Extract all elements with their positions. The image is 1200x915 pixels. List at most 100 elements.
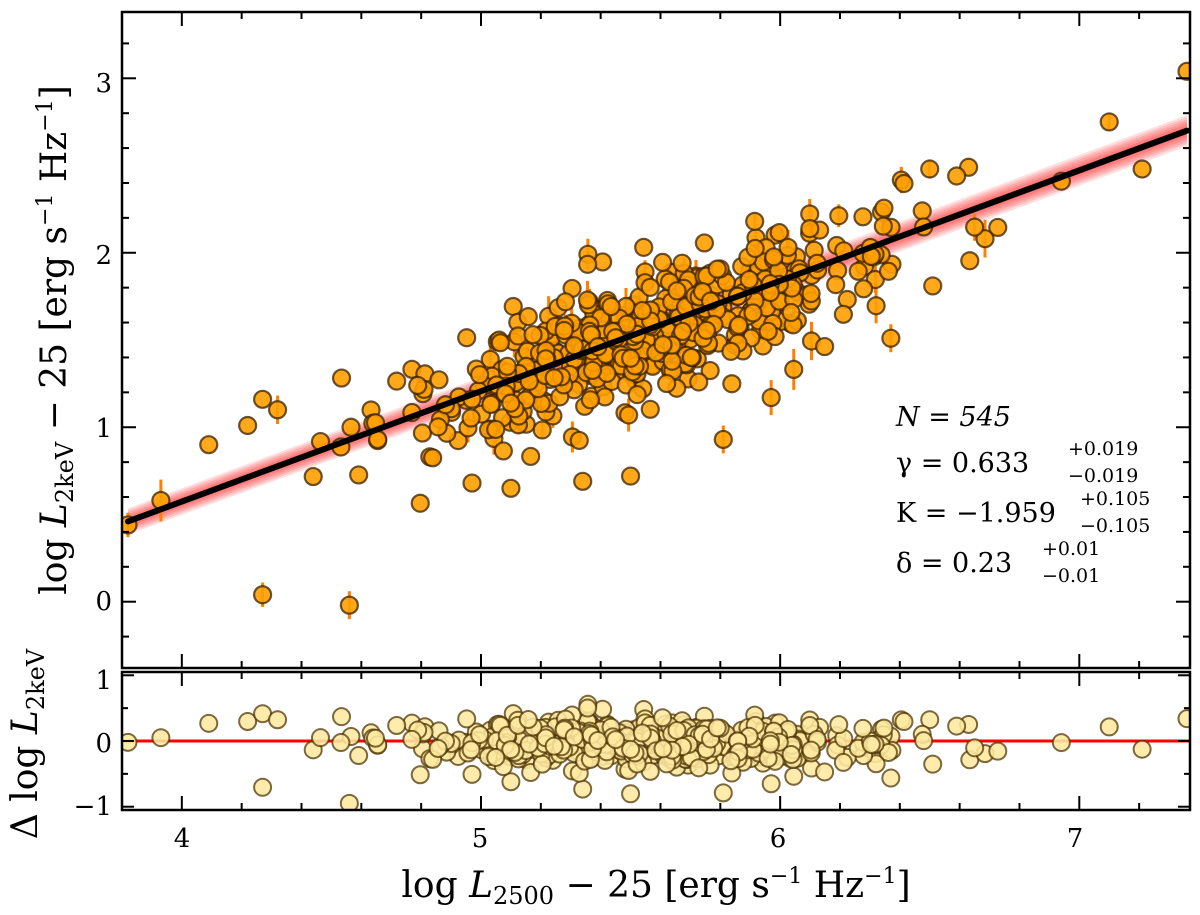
res-tick-label-0: 0 (95, 729, 112, 759)
residual-point (1177, 709, 1190, 729)
data-point (569, 430, 589, 451)
data-point (960, 251, 980, 271)
stat-n: N = 545 (895, 402, 1011, 433)
residual-point (518, 710, 538, 730)
residual-point (760, 734, 780, 754)
data-point (923, 276, 943, 296)
residual-point (965, 738, 985, 758)
residual-point (1132, 739, 1152, 759)
data-point (619, 405, 639, 425)
data-point (199, 435, 219, 455)
fit-statistics: N = 545 γ = 0.633 +0.019 −0.019 K = −1.9… (895, 402, 1150, 587)
residual-point (801, 740, 821, 760)
data-point (1132, 159, 1152, 179)
residual-y-tick-labels: −1 0 1 (74, 666, 112, 822)
data-point (912, 201, 932, 221)
main-scatter-panel (120, 10, 1192, 670)
residual-point (365, 728, 385, 748)
data-point (582, 360, 603, 381)
residual-y-axis-label: Δ log L2keV (5, 648, 50, 839)
data-point (801, 283, 821, 304)
residual-point (914, 731, 934, 751)
data-point (920, 159, 940, 179)
data-point (423, 448, 443, 468)
data-point (408, 375, 428, 396)
data-point (758, 321, 778, 341)
main-axis-ticks (121, 12, 1190, 668)
data-point (632, 300, 652, 321)
residual-point (621, 784, 641, 804)
data-point (349, 465, 369, 485)
data-point (457, 328, 477, 348)
data-point (521, 446, 541, 467)
data-point (769, 223, 789, 243)
residual-point (861, 734, 881, 754)
residual-point (501, 772, 521, 792)
data-point (554, 320, 574, 341)
stat-gamma-up: +0.019 (1068, 438, 1138, 460)
residual-point (881, 768, 901, 788)
x-tick-labels: 4 5 6 7 (174, 824, 1084, 854)
data-point (578, 254, 598, 274)
data-point (429, 370, 449, 390)
stat-delta: δ = 0.23 (896, 548, 1012, 579)
data-point (881, 328, 901, 348)
residual-point (653, 708, 673, 728)
residual-point (486, 747, 506, 767)
residual-point (253, 777, 273, 797)
residual-point (878, 742, 898, 762)
data-point (1099, 112, 1119, 132)
data-points (122, 61, 1190, 620)
data-point (412, 423, 433, 443)
data-point (544, 368, 564, 388)
data-point (640, 277, 660, 297)
data-point (873, 216, 893, 236)
best-fit-line (124, 127, 1190, 525)
data-point (721, 341, 741, 361)
data-point (681, 347, 701, 368)
data-point (503, 296, 523, 317)
stat-gamma: γ = 0.633 (896, 448, 1029, 479)
residual-point (199, 713, 219, 733)
data-point (621, 348, 641, 368)
data-point (486, 419, 506, 440)
x-axis-label: log L2500 − 25 [erg s−1 Hz−1] (401, 864, 910, 910)
data-point (428, 417, 448, 437)
data-point (853, 207, 873, 227)
residual-point (410, 765, 430, 785)
data-point (470, 365, 490, 385)
stat-k-up: +0.105 (1080, 488, 1150, 510)
residual-point (331, 733, 351, 753)
data-point (739, 269, 759, 290)
residual-axis-ticks (121, 672, 1190, 810)
residual-point (332, 707, 352, 727)
data-point (532, 420, 552, 440)
data-point (461, 408, 481, 428)
data-point (826, 274, 846, 295)
data-point (501, 393, 521, 413)
residual-point (713, 783, 733, 803)
data-point (601, 296, 621, 317)
residual-point (578, 698, 598, 718)
data-point (829, 206, 849, 226)
data-point (784, 359, 804, 379)
main-plot-frame (120, 10, 1192, 670)
stat-k: K = −1.959 (896, 498, 1056, 529)
data-point (238, 415, 258, 436)
data-point (523, 325, 543, 345)
residual-point (238, 711, 258, 731)
residual-point (151, 728, 171, 748)
data-point (303, 466, 323, 487)
data-point (833, 304, 853, 324)
data-point (1177, 61, 1190, 81)
data-point (657, 373, 677, 394)
data-point (253, 585, 273, 605)
residual-points (122, 694, 1190, 810)
residual-point (761, 774, 781, 794)
data-point (462, 473, 482, 493)
data-point (745, 211, 765, 231)
data-point (339, 595, 359, 615)
residual-point (653, 739, 673, 759)
data-point (694, 233, 715, 253)
residual-point (781, 744, 801, 764)
